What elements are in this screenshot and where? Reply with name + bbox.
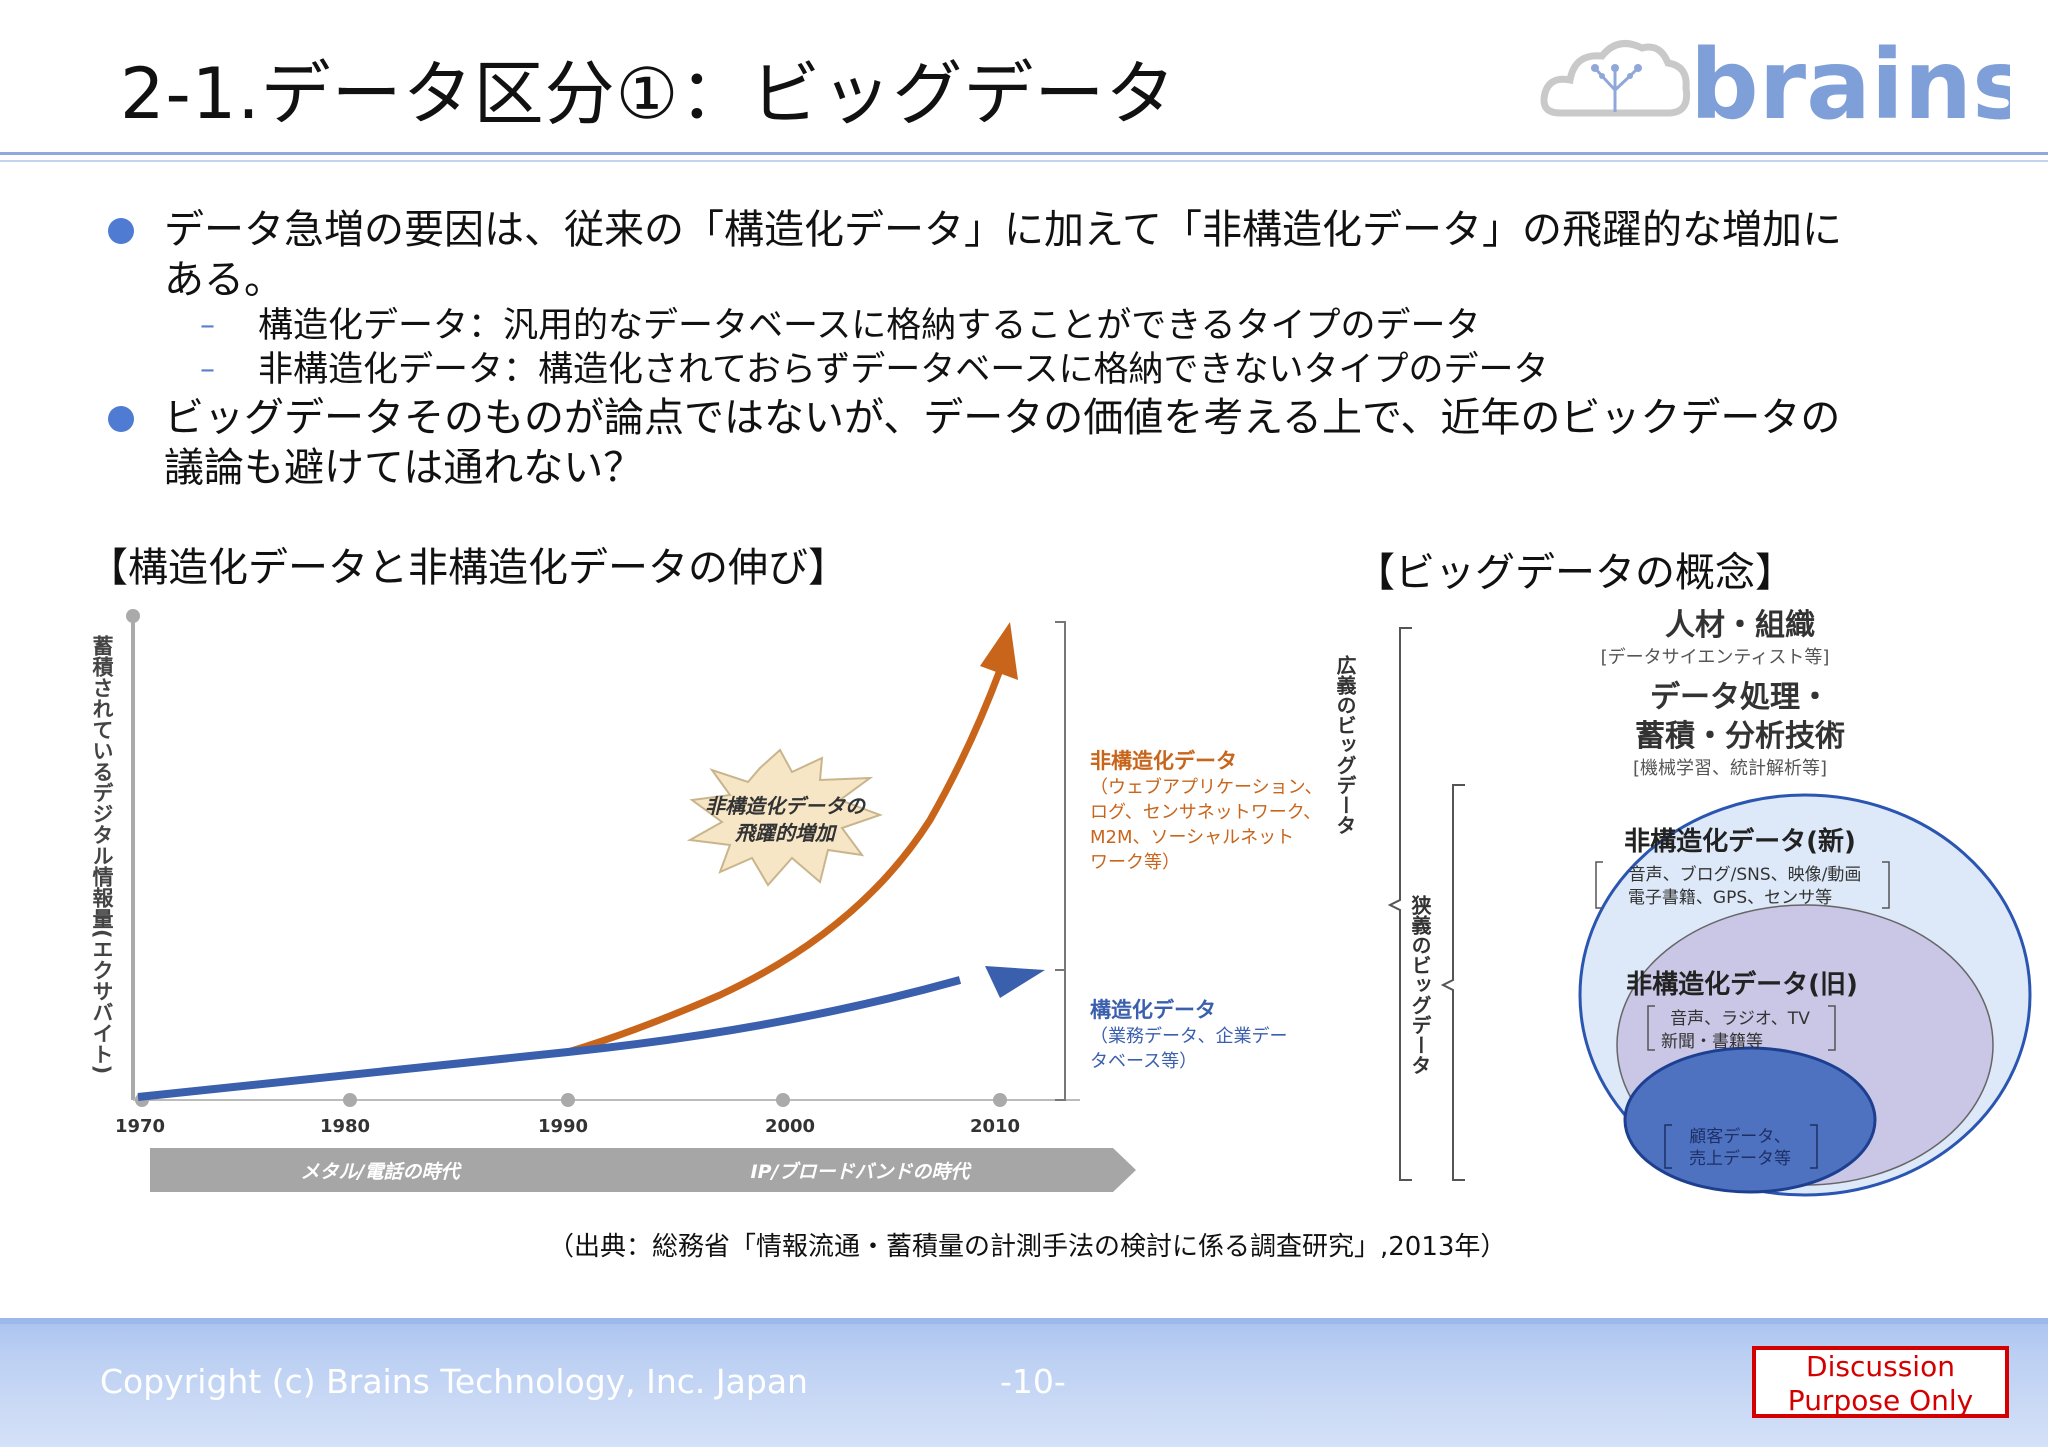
header-rule-thin [0, 160, 2048, 162]
header-rule [0, 152, 2048, 155]
bullet-2-line-2: 議論も避けては通れない？ [164, 445, 644, 491]
ellipse-old-title: 非構造化データ(旧) [1626, 969, 1858, 1000]
series-structured-arrowhead [985, 966, 1045, 998]
series-structured-desc-2: タベース等） [1090, 1051, 1197, 1072]
bracket-structured [1055, 969, 1066, 1101]
ellipse-old-sub-1: 音声、ラジオ、TV [1670, 1009, 1810, 1029]
discussion-badge: Discussion Purpose Only [1752, 1346, 2009, 1418]
sub-bullet-unstructured: 非構造化データ：構造化されておらずデータベースに格納できないタイプのデータ [258, 350, 1549, 390]
broad-bigdata-label: 広義のビッグデータ [1333, 654, 1357, 835]
left-chart-caption: 【構造化データと非構造化データの伸び】 [88, 545, 848, 591]
copyright-text: Copyright (c) Brains Technology, Inc. Ja… [100, 1362, 808, 1401]
sub-bullet-structured: 構造化データ：汎用的なデータベースに格納することができるタイプのデータ [258, 306, 1481, 346]
series-unstructured-name: 非構造化データ [1090, 749, 1237, 773]
narrow-bigdata-label: 狭義のビッグデータ [1408, 894, 1432, 1075]
x-tick-1980: 1980 [320, 1093, 370, 1137]
footer-bar [0, 1318, 2048, 1447]
bullet-dot-1 [108, 218, 134, 244]
ellipse-structured-bracket-left [1664, 1124, 1672, 1169]
x-tick-1990: 1990 [538, 1093, 588, 1137]
ellipse-new-title: 非構造化データ(新) [1624, 826, 1856, 857]
ellipse-structured [1623, 1046, 1877, 1194]
burst-label-2: 飛躍的増加 [734, 821, 838, 845]
burst-label-1: 非構造化データの [705, 794, 867, 818]
bigdata-concept-diagram: 広義のビッグデータ 狭義のビッグデータ 人材・組織 [データサイエンティスト等]… [1333, 608, 2032, 1197]
bullet-dot-2 [108, 406, 134, 432]
footer-rule [0, 1318, 2048, 1324]
layer-people-sub: [データサイエンティスト等] [1601, 647, 1830, 668]
tick-label-1980: 1980 [320, 1116, 370, 1137]
bullet-2-line-1: ビッグデータそのものが論点ではないが、データの価値を考える上で、近年のビックデー… [164, 395, 1841, 441]
series-structured-name: 構造化データ [1090, 998, 1216, 1022]
series-structured-line [137, 976, 962, 1101]
ellipse-old-sub-2: 新聞・書籍等 [1661, 1032, 1763, 1052]
layer-tech-title-2: 蓄積・分析技術 [1635, 719, 1845, 754]
era-arrow-metal: メタル/電話の時代 [150, 1148, 658, 1192]
ellipse-structured-sub-2: 売上データ等 [1689, 1148, 1791, 1169]
tick-label-2000: 2000 [765, 1116, 815, 1137]
tick-label-1990: 1990 [538, 1116, 588, 1137]
ellipse-old-bracket-right [1828, 1005, 1836, 1051]
series-structured-desc-1: （業務データ、企業デー [1090, 1026, 1287, 1047]
layer-tech-sub: [機械学習、統計解析等] [1633, 758, 1827, 779]
era-arrow-ip: IP/ブロードバンドの時代 [595, 1148, 1136, 1192]
series-unstructured-desc-1: （ウェブアプリケーション、 [1090, 776, 1320, 798]
ellipse-old-bracket-left [1647, 1005, 1655, 1051]
discussion-line-1: Discussion [1806, 1350, 1955, 1383]
layer-tech-title-1: データ処理・ [1650, 680, 1830, 715]
growth-chart: 蓄積されているデジタル情報量(エクサバイト) 1970 1980 1990 20… [90, 609, 1320, 1192]
source-citation: （出典：総務省「情報流通・蓄積量の計測手法の検討に係る調査研究」,2013年） [548, 1232, 1507, 1262]
ellipse-structured-sub-1: 顧客データ、 [1689, 1126, 1791, 1147]
page-title: 2-1.データ区分①：ビッグデータ [120, 53, 1177, 135]
x-tick-2010: 2010 [970, 1093, 1020, 1137]
ellipse-new-sub-2: 電子書籍、GPS、センサ等 [1628, 888, 1832, 908]
y-axis-cap [126, 609, 140, 623]
series-unstructured-desc-2: ログ、センサネットワーク、 [1090, 802, 1320, 823]
ellipse-new-bracket-right [1882, 861, 1890, 909]
ellipse-new-bracket-left [1595, 861, 1603, 909]
chart-ylabel: 蓄積されているデジタル情報量(エクサバイト) [90, 635, 114, 1074]
ellipse-new-sub-1: 音声、ブログ/SNS、映像/動画 [1629, 864, 1862, 885]
narrow-bracket [1440, 784, 1465, 1181]
tick-label-1970: 1970 [115, 1116, 165, 1137]
bracket-unstructured [1055, 621, 1066, 971]
brains-logo: brains [1540, 29, 2010, 138]
series-unstructured-line [566, 668, 1004, 1056]
right-diagram-caption: 【ビッグデータの概念】 [1355, 550, 1795, 596]
bullet-1-line-2: ある。 [164, 257, 284, 303]
sub-dash-1: – [200, 308, 215, 343]
page-number: -10- [1000, 1362, 1066, 1401]
tick-label-2010: 2010 [970, 1116, 1020, 1137]
series-unstructured-desc-4: ワーク等） [1090, 852, 1180, 873]
burst-callout: 非構造化データの 飛躍的増加 [686, 748, 883, 887]
era-label-ip: IP/ブロードバンドの時代 [751, 1161, 973, 1183]
layer-people-title: 人材・組織 [1665, 608, 1815, 643]
ellipse-structured-bracket-right [1810, 1124, 1818, 1169]
sub-dash-2: – [200, 352, 215, 387]
logo-wordmark: brains [1690, 29, 2010, 138]
cloud-tree-icon [1540, 40, 1691, 117]
series-unstructured-desc-3: M2M、ソーシャルネット [1090, 827, 1294, 848]
discussion-line-2: Purpose Only [1787, 1384, 1974, 1417]
era-label-metal: メタル/電話の時代 [301, 1161, 463, 1183]
bullet-1-line-1: データ急増の要因は、従来の「構造化データ」に加えて「非構造化データ」の飛躍的な増… [164, 207, 1842, 253]
broad-bracket [1387, 627, 1412, 1181]
x-tick-2000: 2000 [765, 1093, 815, 1137]
series-unstructured-arrowhead [980, 622, 1018, 680]
